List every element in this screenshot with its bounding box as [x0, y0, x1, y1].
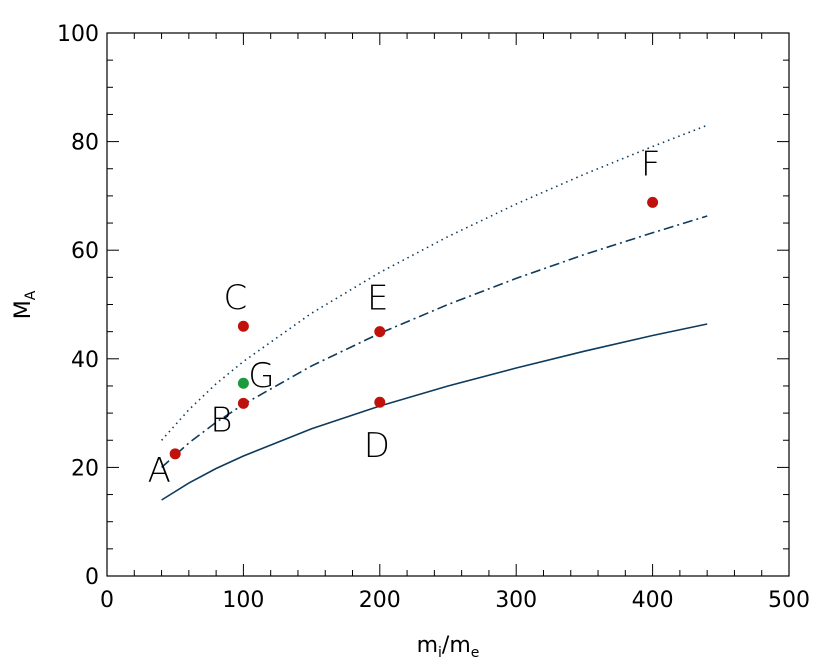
x-tick-label: 400: [632, 588, 674, 613]
tick-labels: 0 100 200 300 400 500 0 20 40 60 80 100: [57, 22, 810, 613]
point-label-f: F: [641, 144, 661, 184]
y-tick-label: 60: [71, 239, 99, 264]
x-tick-label: 100: [222, 588, 264, 613]
plot-frame: [106, 32, 790, 577]
point-a: [169, 448, 181, 460]
x-tick-label: 300: [495, 588, 537, 613]
point-label-g: G: [248, 356, 274, 396]
curve-dashdot: [161, 215, 708, 468]
curve-solid: [161, 323, 708, 501]
point-c: [237, 320, 249, 332]
x-tick-label: 200: [359, 588, 401, 613]
x-axis-title: mi/me: [417, 633, 480, 661]
point-f: [647, 196, 659, 208]
y-tick-label: 40: [71, 348, 99, 373]
data-points: [169, 196, 659, 460]
point-label-e: E: [367, 279, 388, 319]
y-tick-label: 20: [71, 456, 99, 481]
y-tick-label: 80: [71, 131, 99, 156]
point-label-b: B: [210, 400, 232, 440]
point-label-c: C: [224, 278, 248, 318]
curve-dotted: [161, 124, 708, 441]
point-d: [374, 396, 386, 408]
point-e: [374, 326, 386, 338]
y-tick-label: 100: [57, 22, 99, 47]
point-label-d: D: [364, 426, 390, 466]
point-labels: AB C D E F G: [148, 144, 661, 490]
point-g: [237, 377, 249, 389]
point-label-a: A: [148, 451, 171, 491]
axis-ticks: [106, 32, 790, 577]
y-tick-label: 0: [85, 565, 99, 590]
point-b: [237, 397, 249, 409]
x-tick-label: 500: [768, 588, 810, 613]
y-axis-title: MA: [11, 290, 39, 319]
x-tick-label: 0: [100, 588, 114, 613]
